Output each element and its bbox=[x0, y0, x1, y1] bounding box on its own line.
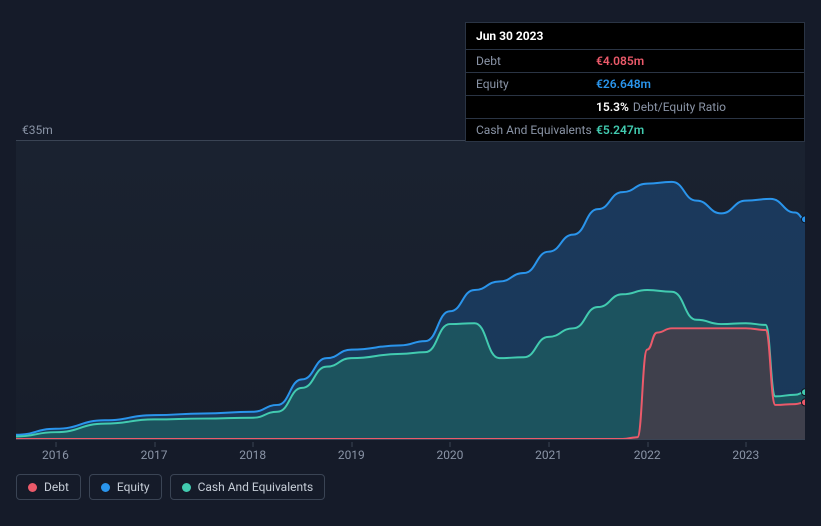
x-tick: 2022 bbox=[634, 448, 661, 462]
chart-plot-area[interactable] bbox=[16, 140, 805, 440]
tooltip-row: Debt€4.085m bbox=[466, 50, 804, 73]
tooltip-date: Jun 30 2023 bbox=[466, 23, 804, 50]
tooltip-row-label bbox=[476, 100, 596, 114]
x-tick: 2021 bbox=[535, 448, 562, 462]
x-tick: 2023 bbox=[732, 448, 759, 462]
tooltip-row: 15.3%Debt/Equity Ratio bbox=[466, 96, 804, 119]
tooltip-row-label: Debt bbox=[476, 54, 596, 68]
tooltip-row-label: Equity bbox=[476, 77, 596, 91]
tooltip-row: Cash And Equivalents€5.247m bbox=[466, 119, 804, 141]
x-tick: 2019 bbox=[338, 448, 365, 462]
x-axis: 2016 2017 2018 2019 2020 2021 2022 2023 bbox=[16, 444, 805, 464]
legend-item-label: Equity bbox=[117, 480, 150, 494]
tooltip-row-value: €5.247m bbox=[596, 123, 644, 137]
legend-item-equity[interactable]: Equity bbox=[89, 474, 162, 500]
tooltip-row-value: €26.648m bbox=[596, 77, 651, 91]
legend-dot-icon bbox=[101, 483, 110, 492]
legend-item-label: Debt bbox=[44, 480, 69, 494]
chart-container: €35m €0 20162017201820192020202120222023… bbox=[16, 120, 805, 506]
legend-item-debt[interactable]: Debt bbox=[16, 474, 81, 500]
tooltip-row-value: €4.085m bbox=[596, 54, 644, 68]
chart-legend: Debt Equity Cash And Equivalents bbox=[16, 474, 325, 500]
tooltip-row-label: Cash And Equivalents bbox=[476, 123, 596, 137]
y-max-label: €35m bbox=[22, 123, 53, 137]
x-tick: 2018 bbox=[239, 448, 266, 462]
series-end-marker-cash-and-equivalents bbox=[802, 389, 806, 396]
series-end-marker-debt bbox=[802, 399, 806, 406]
legend-dot-icon bbox=[28, 483, 37, 492]
legend-item-cash-and-equivalents[interactable]: Cash And Equivalents bbox=[170, 474, 326, 500]
x-tick: 2016 bbox=[42, 448, 69, 462]
x-tick: 2020 bbox=[436, 448, 463, 462]
chart-tooltip: Jun 30 2023 Debt€4.085mEquity€26.648m15.… bbox=[465, 22, 805, 142]
legend-item-label: Cash And Equivalents bbox=[198, 480, 314, 494]
x-tick: 2017 bbox=[141, 448, 168, 462]
legend-dot-icon bbox=[182, 483, 191, 492]
series-end-marker-equity bbox=[802, 216, 806, 223]
tooltip-row-value: 15.3%Debt/Equity Ratio bbox=[596, 100, 726, 114]
tooltip-row: Equity€26.648m bbox=[466, 73, 804, 96]
